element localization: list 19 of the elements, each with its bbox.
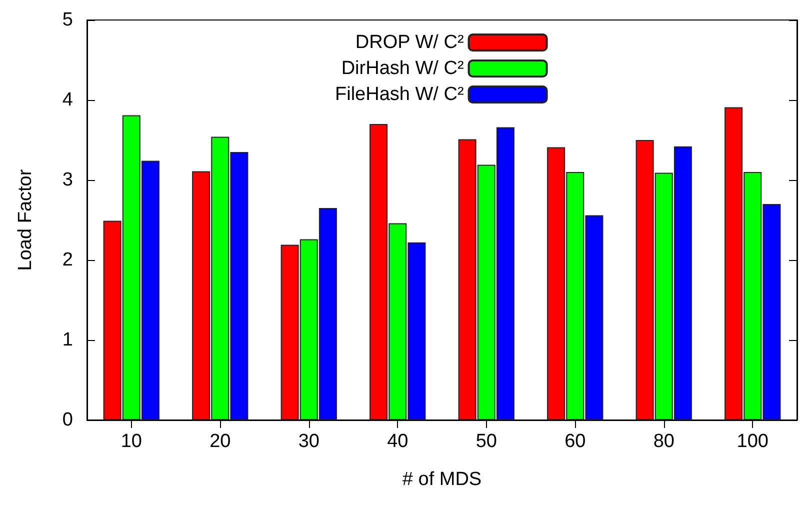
y-tick-label: 3 (62, 170, 73, 190)
legend-label: DROP W/ C² (355, 32, 464, 53)
x-tick-label: 100 (736, 431, 768, 452)
y-tick-label: 2 (62, 250, 73, 270)
legend-label: DirHash W/ C² (341, 58, 464, 79)
x-tick-label: 20 (210, 431, 231, 452)
x-axis-title: # of MDS (402, 469, 482, 490)
x-tick-label: 30 (298, 431, 320, 452)
x-tick-label: 50 (476, 431, 497, 452)
x-tick-label: 80 (653, 431, 674, 452)
y-tick-label: 1 (62, 330, 73, 350)
x-tick-label: 40 (387, 431, 408, 452)
y-tick-label: 5 (62, 10, 73, 30)
y-tick-label: 0 (62, 410, 73, 430)
y-tick-label: 4 (62, 90, 74, 110)
y-axis-title: Load Factor (15, 168, 36, 271)
legend-label: FileHash W/ C² (334, 84, 464, 105)
x-tick-label: 60 (564, 431, 586, 452)
x-tick-label: 10 (120, 431, 142, 452)
